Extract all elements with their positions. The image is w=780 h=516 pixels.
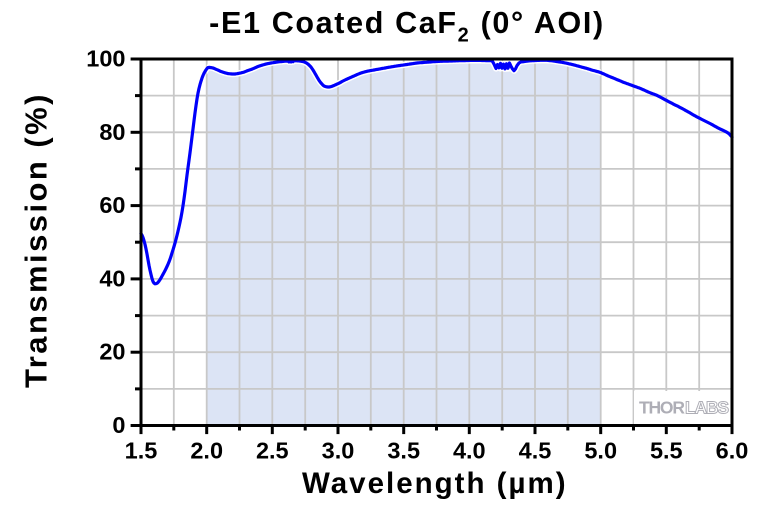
svg-text:Transmission (%): Transmission (%) [19, 92, 54, 388]
svg-text:6.0: 6.0 [716, 438, 749, 464]
svg-text:-E1 Coated CaF2 (0° AOI): -E1 Coated CaF2 (0° AOI) [209, 6, 605, 47]
svg-text:Wavelength (µm): Wavelength (µm) [302, 467, 568, 500]
svg-text:80: 80 [99, 119, 125, 145]
svg-text:5.0: 5.0 [584, 438, 617, 464]
svg-text:20: 20 [99, 339, 125, 365]
svg-text:LABS: LABS [685, 398, 728, 418]
svg-text:THOR: THOR [639, 398, 685, 418]
svg-text:0: 0 [112, 412, 125, 438]
svg-text:60: 60 [99, 192, 125, 218]
svg-text:4.5: 4.5 [519, 438, 552, 464]
svg-text:2.5: 2.5 [256, 438, 289, 464]
svg-text:100: 100 [86, 46, 125, 72]
svg-text:1.5: 1.5 [125, 438, 158, 464]
svg-text:3.0: 3.0 [322, 438, 355, 464]
svg-text:40: 40 [99, 265, 125, 291]
svg-text:5.5: 5.5 [650, 438, 683, 464]
svg-text:2.0: 2.0 [190, 438, 223, 464]
svg-text:3.5: 3.5 [387, 438, 420, 464]
svg-text:4.0: 4.0 [453, 438, 486, 464]
